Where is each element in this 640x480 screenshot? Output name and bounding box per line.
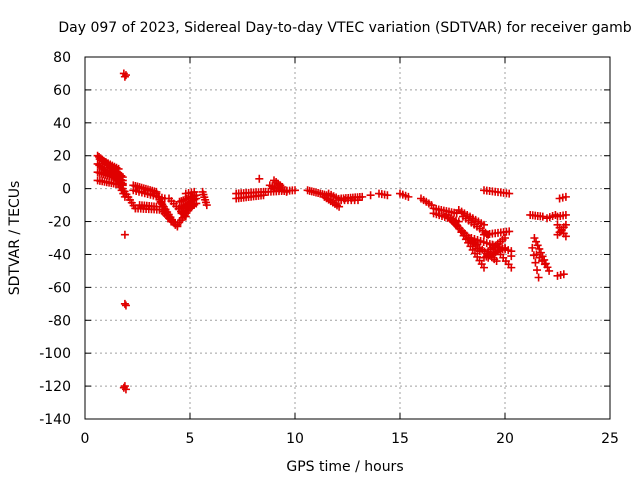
- data-point: [561, 220, 570, 229]
- y-tick-label: -120: [39, 379, 71, 395]
- data-point: [114, 164, 123, 173]
- axis-ticks: 80 60 40 20 0 -20 -40 -60 -80 -100 -120 -140 0 5 10 15 2…: [39, 50, 619, 447]
- data-point: [291, 186, 299, 195]
- data-point: [255, 174, 264, 183]
- data-point: [480, 220, 488, 229]
- y-tick-label: -80: [48, 313, 71, 329]
- x-tick-label: 20: [496, 431, 514, 447]
- data-point: [501, 243, 509, 252]
- data-point: [471, 238, 480, 247]
- data-point: [532, 237, 541, 246]
- y-tick-label: 80: [53, 50, 71, 66]
- data-point: [190, 187, 199, 196]
- data-point: [383, 191, 392, 200]
- y-tick-label: 0: [62, 182, 71, 198]
- data-point: [507, 263, 516, 272]
- data-point: [505, 227, 514, 236]
- data-point: [561, 210, 570, 219]
- data-point: [535, 244, 544, 253]
- data-point: [534, 273, 543, 282]
- data-point: [561, 192, 570, 201]
- data-point: [492, 257, 501, 266]
- data-point: [358, 192, 367, 201]
- data-point: [202, 201, 211, 210]
- data-point: [505, 189, 514, 198]
- data-point: [507, 252, 516, 261]
- y-tick-label: 60: [53, 83, 71, 99]
- data-point: [561, 232, 570, 241]
- data-point: [533, 241, 542, 250]
- data-point: [559, 270, 568, 279]
- data-point: [528, 243, 537, 252]
- data-point: [120, 299, 129, 308]
- y-tick-label: 40: [53, 116, 71, 132]
- data-point: [121, 301, 130, 310]
- y-tick-label: -100: [39, 346, 71, 362]
- y-tick-label: -20: [48, 215, 71, 231]
- data-point: [404, 192, 413, 201]
- data-point: [354, 196, 362, 205]
- data-point: [536, 248, 545, 257]
- data-point: [480, 263, 488, 272]
- x-tick-label: 15: [391, 431, 409, 447]
- data-point: [119, 383, 128, 392]
- data-point: [120, 230, 129, 239]
- data-point: [501, 234, 509, 242]
- data-point: [531, 258, 540, 267]
- data-point: [120, 72, 129, 81]
- x-tick-label: 5: [186, 431, 195, 447]
- data-point: [540, 260, 549, 269]
- x-axis-label: GPS time / hours: [286, 459, 403, 475]
- data-point: [530, 234, 539, 242]
- data-point: [278, 182, 287, 191]
- x-tick-label: 25: [601, 431, 619, 447]
- data-points: [93, 69, 570, 394]
- plot-frame: [84, 56, 611, 420]
- y-tick-label: -60: [48, 280, 71, 296]
- y-tick-label: -140: [39, 412, 71, 428]
- data-point: [121, 71, 130, 80]
- data-point: [192, 199, 201, 208]
- data-point: [366, 191, 375, 200]
- chart-title: Day 097 of 2023, Sidereal Day-to-day VTE…: [58, 20, 631, 36]
- data-point: [545, 266, 554, 275]
- y-tick-label: -40: [48, 247, 71, 263]
- y-tick-label: 20: [53, 149, 71, 165]
- data-point: [538, 212, 547, 221]
- y-axis-label: SDTVAR / TECUs: [7, 181, 23, 296]
- data-point: [282, 187, 291, 196]
- x-tick-label: 0: [81, 431, 90, 447]
- x-tick-label: 10: [286, 431, 304, 447]
- data-point: [335, 202, 344, 211]
- data-point: [484, 253, 493, 262]
- data-point: [533, 266, 542, 275]
